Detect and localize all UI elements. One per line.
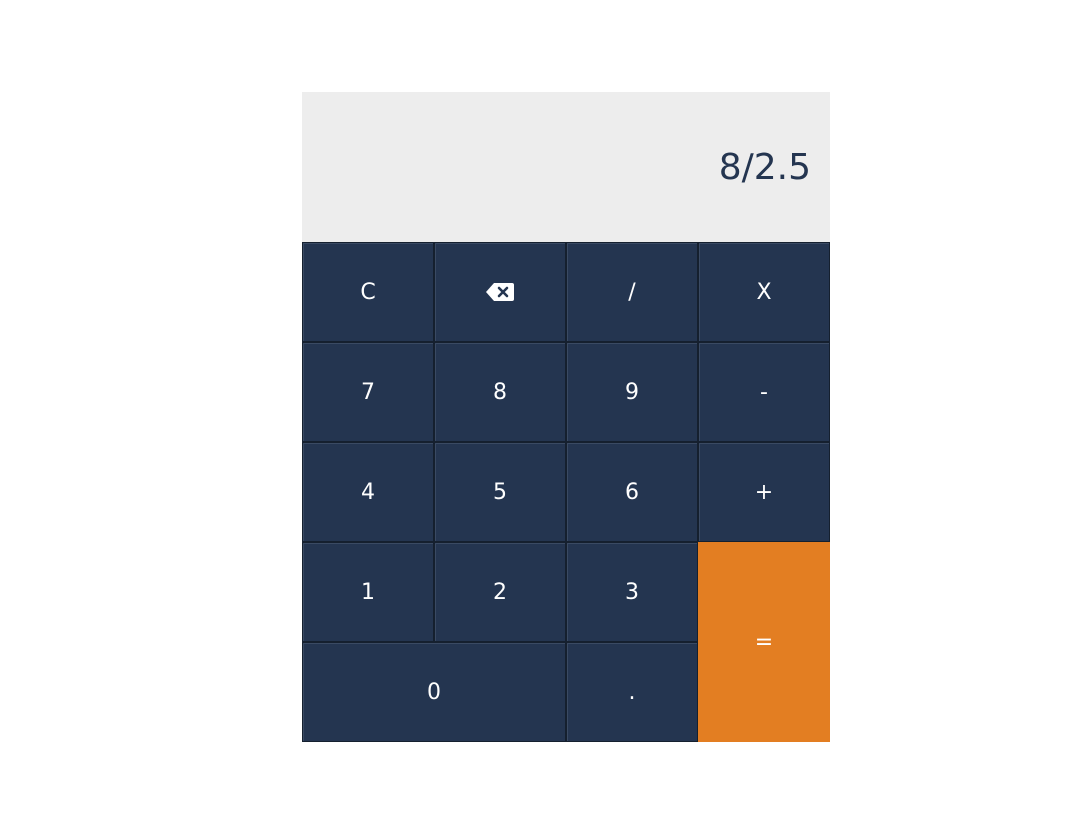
- six-button[interactable]: 6: [566, 442, 698, 542]
- multiply-button[interactable]: X: [698, 242, 830, 342]
- plus-button[interactable]: +: [698, 442, 830, 542]
- divide-button[interactable]: /: [566, 242, 698, 342]
- keypad: C / X 7 8 9 - 4 5 6 + 1 2 3 = 0 .: [302, 242, 830, 742]
- backspace-button[interactable]: [434, 242, 566, 342]
- decimal-button[interactable]: .: [566, 642, 698, 742]
- calculator: 8/2.5 C / X 7 8 9 - 4 5 6 + 1 2 3 = 0 .: [302, 92, 830, 742]
- seven-button[interactable]: 7: [302, 342, 434, 442]
- clear-button[interactable]: C: [302, 242, 434, 342]
- nine-button[interactable]: 9: [566, 342, 698, 442]
- four-button[interactable]: 4: [302, 442, 434, 542]
- display-value: 8/2.5: [718, 147, 811, 188]
- five-button[interactable]: 5: [434, 442, 566, 542]
- zero-button[interactable]: 0: [302, 642, 566, 742]
- one-button[interactable]: 1: [302, 542, 434, 642]
- two-button[interactable]: 2: [434, 542, 566, 642]
- display: 8/2.5: [302, 92, 830, 242]
- equals-button[interactable]: =: [698, 542, 830, 742]
- three-button[interactable]: 3: [566, 542, 698, 642]
- eight-button[interactable]: 8: [434, 342, 566, 442]
- backspace-icon: [485, 282, 515, 302]
- minus-button[interactable]: -: [698, 342, 830, 442]
